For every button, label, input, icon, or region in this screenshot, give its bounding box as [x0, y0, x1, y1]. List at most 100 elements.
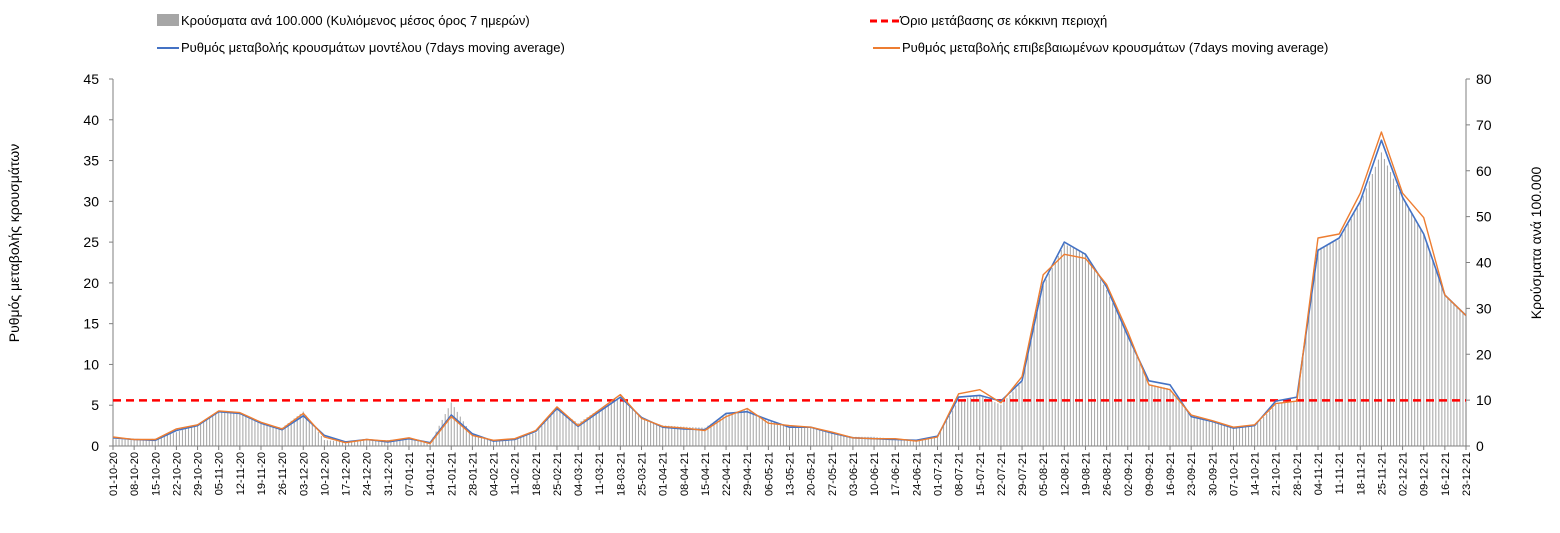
case-bar [625, 403, 627, 446]
case-bar [698, 427, 700, 446]
model-rate-line [112, 139, 1467, 444]
case-bar [840, 434, 842, 446]
x-tick-label: 23-09-21 [1186, 452, 1198, 496]
case-bar [1405, 203, 1407, 446]
case-bar [912, 439, 914, 446]
case-bar [583, 419, 585, 446]
case-bar [1199, 418, 1201, 446]
case-bar [1169, 388, 1171, 446]
case-bar [1039, 299, 1041, 446]
legend-bars-label: Κρούσματα ανά 100.000 (Κυλιόμενος μέσος … [181, 13, 530, 28]
y-right-tick-label: 80 [1476, 71, 1492, 87]
case-bar [942, 426, 945, 446]
x-tick-label: 16-09-21 [1165, 452, 1177, 496]
case-bar [852, 436, 854, 446]
case-bar [468, 430, 470, 446]
x-tick-label: 25-11-21 [1376, 452, 1388, 495]
x-tick-label: 24-06-21 [911, 452, 923, 496]
case-bar [1235, 427, 1238, 446]
case-bar [317, 431, 319, 446]
case-bar [517, 438, 519, 446]
x-tick-label: 18-11-21 [1355, 452, 1367, 495]
case-bar [480, 437, 482, 446]
case-bar [933, 437, 936, 446]
case-bar [1190, 416, 1192, 446]
case-bar [426, 442, 428, 446]
case-bar [810, 427, 812, 446]
case-bar [139, 439, 141, 446]
x-tick-label: 07-01-21 [404, 452, 416, 496]
case-bar [785, 425, 788, 446]
case-bar [511, 439, 513, 446]
case-bar [1187, 412, 1189, 446]
x-tick-label: 01-10-20 [108, 452, 120, 496]
legend-item-bars: Κρούσματα ανά 100.000 (Κυλιόμενος μέσος … [157, 13, 530, 28]
case-bar [716, 419, 718, 446]
case-bar [879, 437, 881, 446]
case-bar [973, 396, 975, 446]
case-bar [1154, 385, 1156, 446]
y-left-tick-label: 5 [91, 397, 99, 413]
case-bar [921, 439, 923, 446]
case-bar [837, 433, 839, 446]
case-bar [354, 441, 356, 446]
x-tick-label: 29-07-21 [1017, 452, 1029, 496]
case-bar [565, 415, 567, 446]
y-right-tick-label: 70 [1476, 117, 1492, 133]
case-bar [674, 426, 676, 446]
case-bar [767, 420, 769, 446]
case-bar [731, 412, 733, 446]
x-tick-label: 02-09-21 [1123, 452, 1135, 496]
case-bar [822, 430, 824, 446]
case-bar [743, 409, 745, 446]
case-bar [1344, 229, 1346, 446]
x-tick-label: 01-07-21 [933, 452, 945, 496]
x-tick-label: 05-08-21 [1038, 452, 1050, 496]
case-bar [897, 439, 899, 446]
case-bar [245, 416, 247, 446]
y-right-tick-label: 10 [1476, 392, 1492, 408]
x-tick-label: 22-04-21 [721, 452, 733, 496]
case-bar [586, 417, 588, 446]
case-bar [523, 436, 525, 446]
case-bar [1314, 270, 1316, 446]
x-tick-label: 06-05-21 [763, 452, 775, 496]
case-bar [221, 411, 223, 446]
case-bar [1408, 208, 1410, 446]
case-bar [952, 410, 954, 446]
x-tick-label: 21-01-21 [446, 452, 458, 496]
case-bar [1248, 426, 1250, 446]
x-tick-label: 28-01-21 [467, 452, 479, 496]
case-bar [1260, 420, 1262, 446]
x-tick-label: 29-10-20 [193, 452, 205, 496]
case-bar [1130, 342, 1132, 446]
case-bar [505, 439, 507, 446]
case-bar [601, 407, 603, 446]
case-bar [272, 426, 274, 446]
case-bar [348, 441, 350, 446]
y-right-tick-label: 20 [1476, 346, 1492, 362]
case-bar [378, 440, 380, 446]
case-bar [453, 407, 455, 446]
case-bar [233, 413, 235, 446]
case-bar [1305, 335, 1307, 446]
case-bar [1420, 229, 1422, 446]
x-tick-label: 29-04-21 [742, 452, 754, 496]
case-bar [209, 416, 211, 446]
confirmed-rate-line [112, 131, 1467, 445]
y-left-tick-label: 0 [91, 438, 99, 454]
case-bar [1184, 408, 1186, 446]
x-tick-label: 12-08-21 [1059, 452, 1071, 496]
case-bar [450, 402, 452, 446]
case-bar [861, 436, 863, 446]
case-bar [574, 421, 576, 446]
case-bar [955, 405, 957, 446]
case-bar [695, 427, 697, 446]
case-bar [160, 436, 162, 446]
x-tick-label: 05-11-20 [214, 452, 226, 495]
case-bar [547, 419, 549, 446]
case-bar [1402, 198, 1404, 446]
case-bar [788, 426, 791, 446]
case-bar [345, 441, 347, 446]
case-bar [381, 440, 383, 446]
